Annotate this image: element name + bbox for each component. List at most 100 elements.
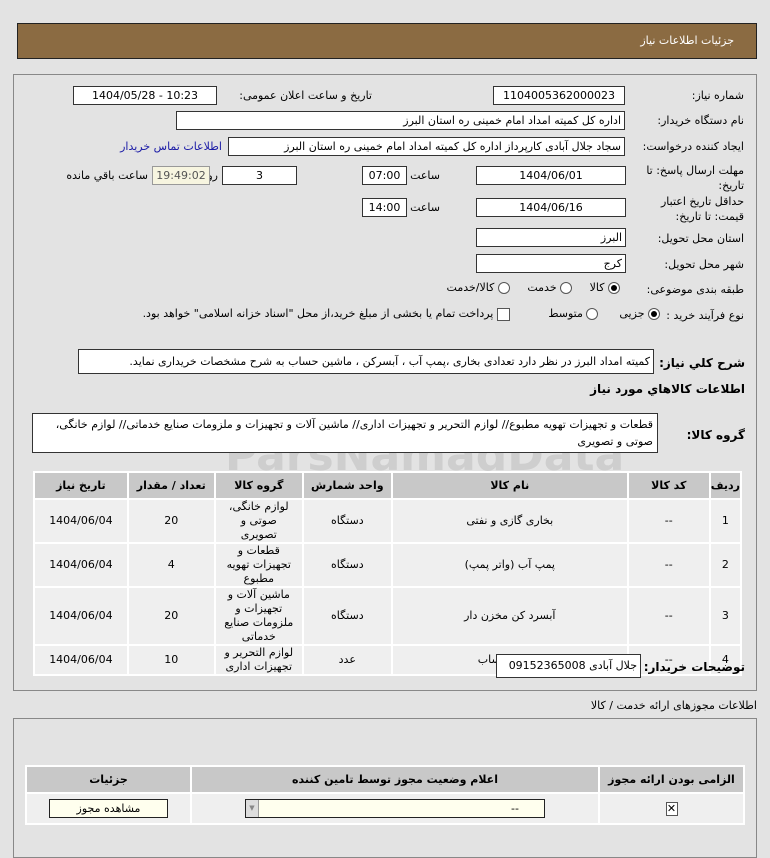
cell-date: 1404/06/04 [33,586,129,646]
col-details: جزئیات [25,765,192,794]
province-label: استان محل تحویل: [657,232,744,245]
payment-note: پرداخت تمام یا بخشی از مبلغ خرید،از محل … [142,307,494,320]
col-qty: تعداد / مقدار [126,471,216,500]
goods-group-label: گروه کالا: [686,428,745,442]
radio-goods-service[interactable] [497,282,510,294]
treasury-checkbox[interactable] [496,307,510,321]
radio-minor-label: جزیی [619,307,645,320]
col-name: نام کالا [390,471,629,500]
goods-table: ردیف کد کالا نام کالا واحد شمارش گروه کا… [33,471,743,676]
col-index: ردیف [708,471,743,500]
radio-goods-label: کالا [589,281,605,294]
validity-date-field[interactable]: 1404/06/16 [476,198,626,217]
radio-service[interactable] [560,282,573,294]
days-field[interactable]: 3 [222,166,297,185]
city-field[interactable]: کرج [476,254,626,273]
table-row: 2 -- پمپ آب (واتر پمپ) دستگاه قطعات و تجهیزا… [33,542,743,588]
table-row: 1 -- بخاری گازی و نفتی دستگاه لوازم خانگی، ص… [33,498,743,544]
col-date: تاریخ نیاز [33,471,129,500]
validity-label: حداقل تاریخ اعتبار قیمت: تا تاریخ: [660,195,744,223]
process-label: نوع فرآیند خرید : [666,309,744,322]
page-title: جزئیات اطلاعات نیاز [640,34,734,47]
permit-row: ✕ -- ▼ مشاهده مجوز [25,792,745,825]
cell-date: 1404/06/04 [33,542,129,588]
cell-index: 1 [708,498,743,544]
required-checkbox-icon: ✕ [665,801,678,816]
cell-qty: 20 [126,586,216,646]
cell-index: 4 [708,644,743,676]
buyer-org-label: نام دستگاه خریدار: [657,114,744,127]
description-label: شرح کلي نیاز: [659,356,745,370]
col-required: الزامی بودن ارائه مجوز [598,765,745,794]
deadline-label: مهلت ارسال پاسخ: تا تاریخ: [646,164,744,192]
cell-code: -- [626,586,711,646]
permits-title: اطلاعات مجوزهای ارائه خدمت / کالا [590,699,757,712]
required-cell: ✕ [598,792,745,825]
cell-qty: 20 [126,498,216,544]
province-field[interactable]: البرز [476,228,626,247]
cell-group: لوازم خانگی، صوتی و تصویری [213,498,304,544]
radio-goods[interactable] [608,282,620,294]
cell-name: آبسرد کن مخزن دار [390,586,629,646]
process-radio-group: جزیی متوسط پرداخت تمام یا بخشی از مبلغ خ… [143,307,660,321]
cell-qty: 4 [126,542,216,588]
cell-code: -- [626,542,711,588]
col-group: گروه کالا [213,471,304,500]
col-unit: واحد شمارش [301,471,393,500]
cell-unit: دستگاه [301,586,393,646]
cell-unit: دستگاه [301,542,393,588]
radio-medium[interactable] [586,308,599,320]
announce-field[interactable]: 1404/05/28 - 10:23 [73,86,217,105]
cell-name: بخاری گازی و نفتی [390,498,629,544]
remaining-time-field: 19:49:02 [152,166,210,185]
deadline-time-field[interactable]: 07:00 [362,166,407,185]
radio-goods-service-label: کالا/خدمت [446,281,495,294]
radio-service-label: خدمت [527,281,557,294]
cell-unit: عدد [301,644,393,676]
cell-unit: دستگاه [301,498,393,544]
cell-group: لوازم التحریر و تجهیزات اداری [213,644,304,676]
goods-table-header: ردیف کد کالا نام کالا واحد شمارش گروه کا… [33,471,743,500]
cell-date: 1404/06/04 [33,644,129,676]
creator-field[interactable]: سجاد جلال آبادی کارپرداز اداره کل کمیته … [228,137,625,156]
chevron-down-icon: ▼ [246,800,259,817]
validity-time-field[interactable]: 14:00 [362,198,407,217]
category-radio-group: کالا خدمت کالا/خدمت [447,281,620,294]
radio-medium-label: متوسط [548,307,583,320]
city-label: شهر محل تحویل: [664,258,744,271]
cell-group: ماشین آلات و تجهیزات و ملزومات صنایع خدم… [213,586,304,646]
deadline-date-field[interactable]: 1404/06/01 [476,166,626,185]
permits-table: الزامی بودن ارائه مجوز اعلام وضعیت مجوز … [25,765,745,825]
buyer-notes-label: توضیحات خریدار: [643,660,745,674]
buyer-org-field[interactable]: اداره کل کمیته امداد امام خمینی ره استان… [176,111,625,130]
need-number-field[interactable]: 1104005362000023 [493,86,625,105]
status-select-value: -- [511,802,519,815]
goods-group-field: قطعات و تجهیزات تهویه مطبوع// لوازم التح… [32,413,658,453]
contact-buyer-link[interactable]: اطلاعات تماس خریدار [120,140,222,153]
cell-name: پمپ آب (واتر پمپ) [390,542,629,588]
radio-minor[interactable] [648,308,660,320]
creator-label: ایجاد کننده درخواست: [642,140,744,153]
cell-code: -- [626,498,711,544]
cell-index: 2 [708,542,743,588]
deadline-time-label: ساعت [410,169,440,182]
status-cell: -- ▼ [190,792,600,825]
buyer-notes-field: جلال آبادی 09152365008 [496,654,641,678]
details-cell: مشاهده مجوز [25,792,192,825]
col-code: کد کالا [626,471,711,500]
cell-group: قطعات و تجهیزات تهویه مطبوع [213,542,304,588]
page-header: جزئیات اطلاعات نیاز [17,23,757,59]
remaining-label: ساعت باقي مانده [66,169,148,182]
status-select[interactable]: -- ▼ [245,799,545,818]
cell-qty: 10 [126,644,216,676]
col-status: اعلام وضعیت مجوز توسط تامین کننده [190,765,600,794]
goods-section-title: اطلاعات کالاهاي مورد نياز [590,382,745,396]
description-field: کمیته امداد البرز در نظر دارد تعدادی بخا… [78,349,654,374]
need-number-label: شماره نیاز: [691,89,744,102]
table-row: 3 -- آبسرد کن مخزن دار دستگاه ماشین آلات و ت… [33,586,743,646]
announce-label: تاریخ و ساعت اعلان عمومی: [239,89,372,102]
view-permit-button[interactable]: مشاهده مجوز [49,799,168,818]
category-label: طبقه بندی موضوعی: [646,283,744,296]
validity-time-label: ساعت [410,201,440,214]
cell-date: 1404/06/04 [33,498,129,544]
